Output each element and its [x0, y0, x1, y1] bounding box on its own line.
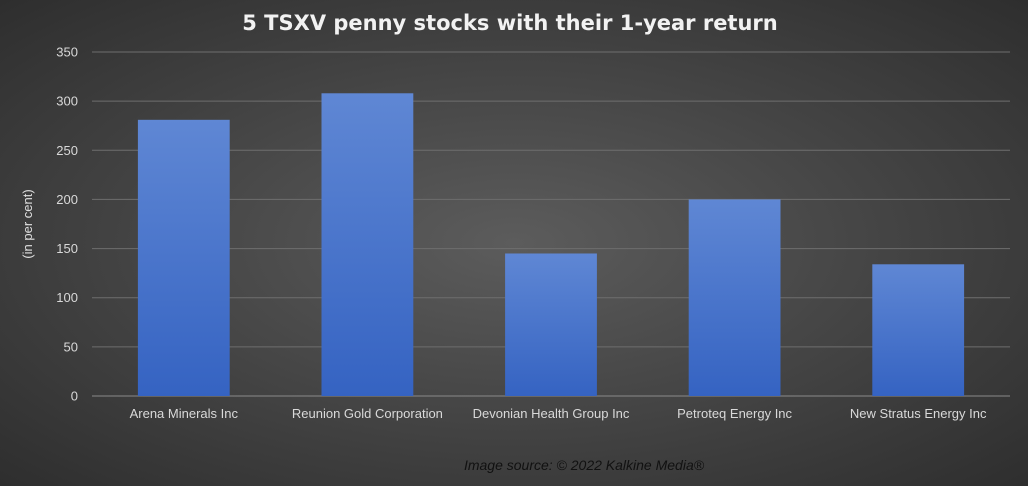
bars — [137, 93, 965, 397]
y-axis-label: (in per cent) — [20, 189, 35, 258]
x-axis-labels: Arena Minerals Inc Reunion Gold Corporati… — [130, 406, 987, 421]
bar-devonian-health-group-inc — [505, 253, 597, 396]
bar-reunion-gold-corporation — [321, 93, 414, 396]
y-axis-ticks: 0 50 100 150 200 250 300 350 — [56, 45, 78, 404]
x-category-label: Reunion Gold Corporation — [292, 406, 443, 421]
y-tick-label: 100 — [56, 290, 78, 305]
x-category-label: Devonian Health Group Inc — [473, 406, 630, 421]
x-category-label: Arena Minerals Inc — [130, 406, 239, 421]
y-tick-label: 200 — [56, 192, 78, 207]
image-source-caption: Image source: © 2022 Kalkine Media® — [464, 457, 705, 473]
y-tick-label: 0 — [71, 389, 78, 404]
y-tick-label: 250 — [56, 143, 78, 158]
y-tick-label: 300 — [56, 94, 78, 109]
bar-arena-minerals-inc — [137, 119, 230, 397]
y-tick-label: 50 — [64, 339, 78, 354]
chart-title: 5 TSXV penny stocks with their 1-year re… — [242, 11, 777, 35]
x-category-label: New Stratus Energy Inc — [850, 406, 987, 421]
y-tick-label: 350 — [56, 45, 78, 60]
bar-petroteq-energy-inc — [688, 199, 781, 396]
y-tick-label: 150 — [56, 241, 78, 256]
bar-new-stratus-energy-inc — [872, 264, 965, 396]
x-category-label: Petroteq Energy Inc — [677, 406, 792, 421]
